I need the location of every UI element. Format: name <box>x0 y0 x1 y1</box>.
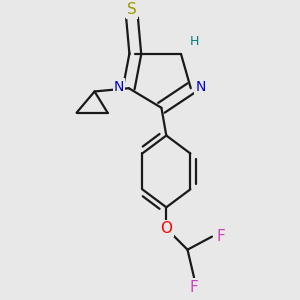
Text: F: F <box>217 229 226 244</box>
Text: H: H <box>189 35 199 48</box>
Text: S: S <box>127 2 137 17</box>
Text: F: F <box>190 280 198 295</box>
Text: N: N <box>114 80 124 94</box>
Text: N: N <box>195 80 206 94</box>
Text: O: O <box>160 221 172 236</box>
